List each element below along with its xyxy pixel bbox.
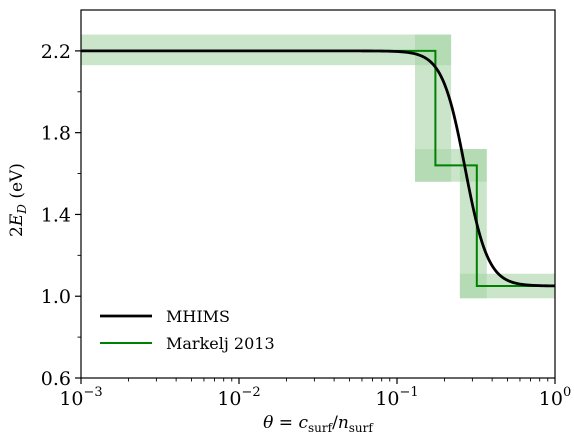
legend-label-markelj-2013: Markelj 2013 xyxy=(166,334,275,353)
x-axis-label-eq: = xyxy=(273,413,298,433)
x-tick-label-exponent: 0 xyxy=(563,385,571,400)
x-tick-label-exponent: −3 xyxy=(84,385,103,400)
y-tick-label-0: 0.6 xyxy=(41,368,71,390)
y-axis-label-unit: (eV) xyxy=(7,163,27,204)
series-lines xyxy=(81,49,556,288)
y-axis-label: 2ED (eV) xyxy=(7,163,29,237)
y-axis-label-sub: D xyxy=(15,204,29,215)
x-axis-label-slash: / xyxy=(332,413,338,433)
x-tick-label-base: 10 xyxy=(217,388,241,410)
error-bands xyxy=(81,34,555,299)
x-tick-label-exponent: −2 xyxy=(242,385,261,400)
x-tick-label-3: 100 xyxy=(539,385,571,410)
x-axis-label-c-sub: surf xyxy=(308,421,334,435)
x-tick-label-2: 10−1 xyxy=(375,385,418,410)
x-axis-label-n-sub: surf xyxy=(349,421,375,435)
x-tick-label-0: 10−3 xyxy=(59,385,102,410)
x-tick-label-base: 10 xyxy=(539,388,563,410)
x-tick-labels: 10−3 10−2 10−1 100 xyxy=(59,385,571,410)
error-band-segment-3 xyxy=(459,149,487,299)
x-tick-label-exponent: −1 xyxy=(400,385,419,400)
y-tick-label-4: 2.2 xyxy=(41,41,71,63)
y-axis-label-e: E xyxy=(7,213,27,227)
y-tick-label-3: 1.8 xyxy=(41,123,71,145)
x-axis-label-c: c xyxy=(298,413,308,433)
plot-frame xyxy=(80,9,556,379)
y-axis-label-two: 2 xyxy=(7,226,27,237)
series-line-mhims xyxy=(81,49,556,288)
y-tick-labels: 0.6 1.0 1.4 1.8 2.2 xyxy=(41,41,71,390)
x-tick-label-1: 10−2 xyxy=(217,385,260,410)
legend-label-mhims: MHIMS xyxy=(166,307,230,326)
x-tick-label-base: 10 xyxy=(59,388,83,410)
axis-ticks xyxy=(75,50,556,384)
x-tick-label-base: 10 xyxy=(375,388,399,410)
legend: MHIMS Markelj 2013 xyxy=(100,307,275,353)
y-tick-label-1: 1.0 xyxy=(41,286,71,308)
y-tick-label-2: 1.4 xyxy=(41,204,71,226)
x-axis-label: θ = csurf/nsurf xyxy=(263,413,374,435)
x-axis-label-n: n xyxy=(338,413,349,433)
x-axis-label-theta: θ xyxy=(263,413,273,433)
